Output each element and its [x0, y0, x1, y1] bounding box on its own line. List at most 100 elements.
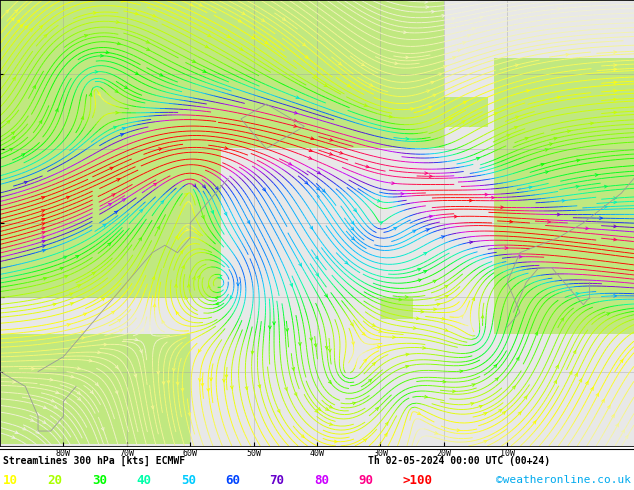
FancyArrowPatch shape [207, 389, 210, 392]
FancyArrowPatch shape [614, 68, 616, 71]
FancyArrowPatch shape [30, 418, 34, 421]
FancyArrowPatch shape [188, 413, 191, 416]
FancyArrowPatch shape [261, 19, 264, 22]
FancyArrowPatch shape [318, 408, 321, 410]
FancyArrowPatch shape [444, 285, 448, 288]
FancyArrowPatch shape [93, 11, 96, 14]
FancyArrowPatch shape [153, 14, 156, 17]
FancyArrowPatch shape [499, 409, 502, 412]
FancyArrowPatch shape [485, 193, 488, 196]
FancyArrowPatch shape [389, 115, 392, 118]
FancyArrowPatch shape [122, 199, 126, 201]
FancyArrowPatch shape [329, 405, 332, 408]
FancyArrowPatch shape [614, 81, 616, 84]
FancyArrowPatch shape [63, 400, 67, 403]
FancyArrowPatch shape [322, 189, 325, 192]
FancyArrowPatch shape [556, 366, 559, 368]
FancyArrowPatch shape [345, 261, 348, 264]
FancyArrowPatch shape [251, 351, 254, 354]
FancyArrowPatch shape [11, 132, 15, 135]
Text: 70: 70 [269, 474, 285, 487]
FancyArrowPatch shape [516, 357, 519, 360]
FancyArrowPatch shape [42, 227, 45, 230]
FancyArrowPatch shape [211, 210, 214, 214]
FancyArrowPatch shape [103, 224, 106, 227]
FancyArrowPatch shape [427, 90, 430, 93]
FancyArrowPatch shape [364, 359, 366, 362]
FancyArrowPatch shape [514, 126, 517, 129]
FancyArrowPatch shape [472, 297, 475, 301]
FancyArrowPatch shape [429, 175, 432, 178]
FancyArrowPatch shape [115, 366, 118, 368]
FancyArrowPatch shape [392, 182, 394, 185]
FancyArrowPatch shape [395, 62, 398, 65]
FancyArrowPatch shape [421, 310, 424, 313]
FancyArrowPatch shape [612, 415, 614, 418]
FancyArrowPatch shape [294, 124, 297, 127]
FancyArrowPatch shape [24, 181, 27, 184]
FancyArrowPatch shape [305, 55, 308, 58]
FancyArrowPatch shape [379, 222, 382, 224]
FancyArrowPatch shape [51, 399, 54, 402]
FancyArrowPatch shape [81, 331, 84, 334]
Text: >100: >100 [403, 474, 432, 487]
FancyArrowPatch shape [187, 284, 190, 287]
FancyArrowPatch shape [607, 405, 610, 409]
FancyArrowPatch shape [50, 378, 53, 381]
FancyArrowPatch shape [484, 441, 487, 443]
FancyArrowPatch shape [10, 148, 13, 151]
FancyArrowPatch shape [12, 137, 15, 140]
FancyArrowPatch shape [457, 429, 460, 432]
FancyArrowPatch shape [455, 215, 457, 218]
FancyArrowPatch shape [315, 409, 318, 412]
FancyArrowPatch shape [463, 101, 467, 104]
FancyArrowPatch shape [368, 379, 372, 382]
FancyArrowPatch shape [370, 84, 373, 86]
FancyArrowPatch shape [223, 379, 225, 382]
FancyArrowPatch shape [101, 298, 105, 301]
FancyArrowPatch shape [614, 90, 616, 92]
FancyArrowPatch shape [507, 134, 510, 137]
FancyArrowPatch shape [484, 413, 487, 415]
FancyArrowPatch shape [422, 346, 425, 349]
FancyArrowPatch shape [115, 111, 119, 114]
FancyArrowPatch shape [42, 223, 45, 225]
FancyArrowPatch shape [95, 383, 98, 386]
FancyArrowPatch shape [218, 275, 221, 278]
FancyArrowPatch shape [607, 313, 610, 316]
FancyArrowPatch shape [476, 157, 479, 160]
FancyArrowPatch shape [160, 201, 164, 204]
FancyArrowPatch shape [453, 57, 456, 59]
Text: 90: 90 [358, 474, 373, 487]
FancyArrowPatch shape [569, 371, 572, 374]
FancyArrowPatch shape [426, 229, 429, 231]
FancyArrowPatch shape [510, 220, 512, 223]
FancyArrowPatch shape [309, 157, 312, 159]
Text: ©weatheronline.co.uk: ©weatheronline.co.uk [496, 475, 631, 485]
FancyArrowPatch shape [614, 201, 616, 204]
FancyArrowPatch shape [172, 368, 175, 371]
FancyArrowPatch shape [586, 227, 588, 230]
FancyArrowPatch shape [480, 16, 482, 19]
FancyArrowPatch shape [43, 277, 46, 280]
FancyArrowPatch shape [152, 277, 155, 280]
FancyArrowPatch shape [75, 256, 79, 258]
FancyArrowPatch shape [425, 395, 427, 398]
FancyArrowPatch shape [535, 332, 538, 335]
FancyArrowPatch shape [238, 20, 242, 22]
FancyArrowPatch shape [269, 326, 271, 329]
FancyArrowPatch shape [42, 231, 45, 234]
FancyArrowPatch shape [449, 118, 452, 121]
FancyArrowPatch shape [20, 24, 23, 27]
FancyArrowPatch shape [460, 370, 463, 373]
FancyArrowPatch shape [424, 252, 427, 255]
FancyArrowPatch shape [193, 184, 196, 187]
FancyArrowPatch shape [71, 375, 74, 378]
FancyArrowPatch shape [437, 303, 440, 306]
FancyArrowPatch shape [245, 387, 248, 390]
Text: 80: 80 [314, 474, 329, 487]
FancyArrowPatch shape [614, 51, 616, 53]
FancyArrowPatch shape [616, 424, 618, 427]
FancyArrowPatch shape [92, 272, 95, 275]
FancyArrowPatch shape [417, 317, 419, 319]
